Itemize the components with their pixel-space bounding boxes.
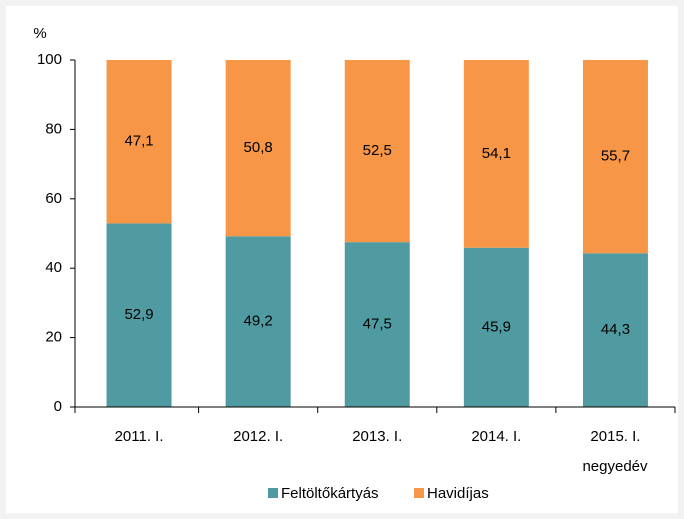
bar-segment [225,236,291,407]
x-tick-label: 2011. I. [115,428,164,445]
data-label: 55,7 [601,148,630,165]
bar-segment [344,60,410,243]
y-tick-label: 40 [45,259,62,276]
data-label: 49,2 [244,313,273,330]
bar-segment [463,247,529,407]
legend-label: Feltöltőkártyás [281,485,379,502]
x-axis-label: negyedév [582,458,648,475]
legend-swatch [268,488,278,498]
bar-segment [106,60,172,224]
x-tick-label: 2012. I. [233,428,283,445]
y-tick-label: 0 [54,398,62,415]
x-tick-label: 2014. I. [471,428,521,445]
y-tick-label: 60 [45,190,62,207]
y-tick-label: 20 [45,329,62,346]
data-label: 54,1 [482,145,511,162]
data-label: 47,5 [363,316,392,333]
bar-segment [344,242,410,407]
data-label: 50,8 [244,139,273,156]
y-tick-label: 100 [37,51,62,68]
bar-segment [582,253,648,407]
bar-segment [582,60,648,254]
data-label: 44,3 [601,321,630,338]
y-tick-label: 80 [45,120,62,137]
bar-segment [225,60,291,237]
data-label: 45,9 [482,318,511,335]
legend-label: Havidíjas [427,485,489,502]
bar-segment [463,60,529,248]
x-tick-label: 2015. I. [590,428,640,445]
x-tick-label: 2013. I. [352,428,402,445]
data-label: 47,1 [124,133,153,150]
data-label: 52,5 [363,142,392,159]
legend-swatch [414,488,424,498]
data-label: 52,9 [124,306,153,323]
y-axis-label: % [33,25,46,42]
bar-segment [106,223,172,407]
